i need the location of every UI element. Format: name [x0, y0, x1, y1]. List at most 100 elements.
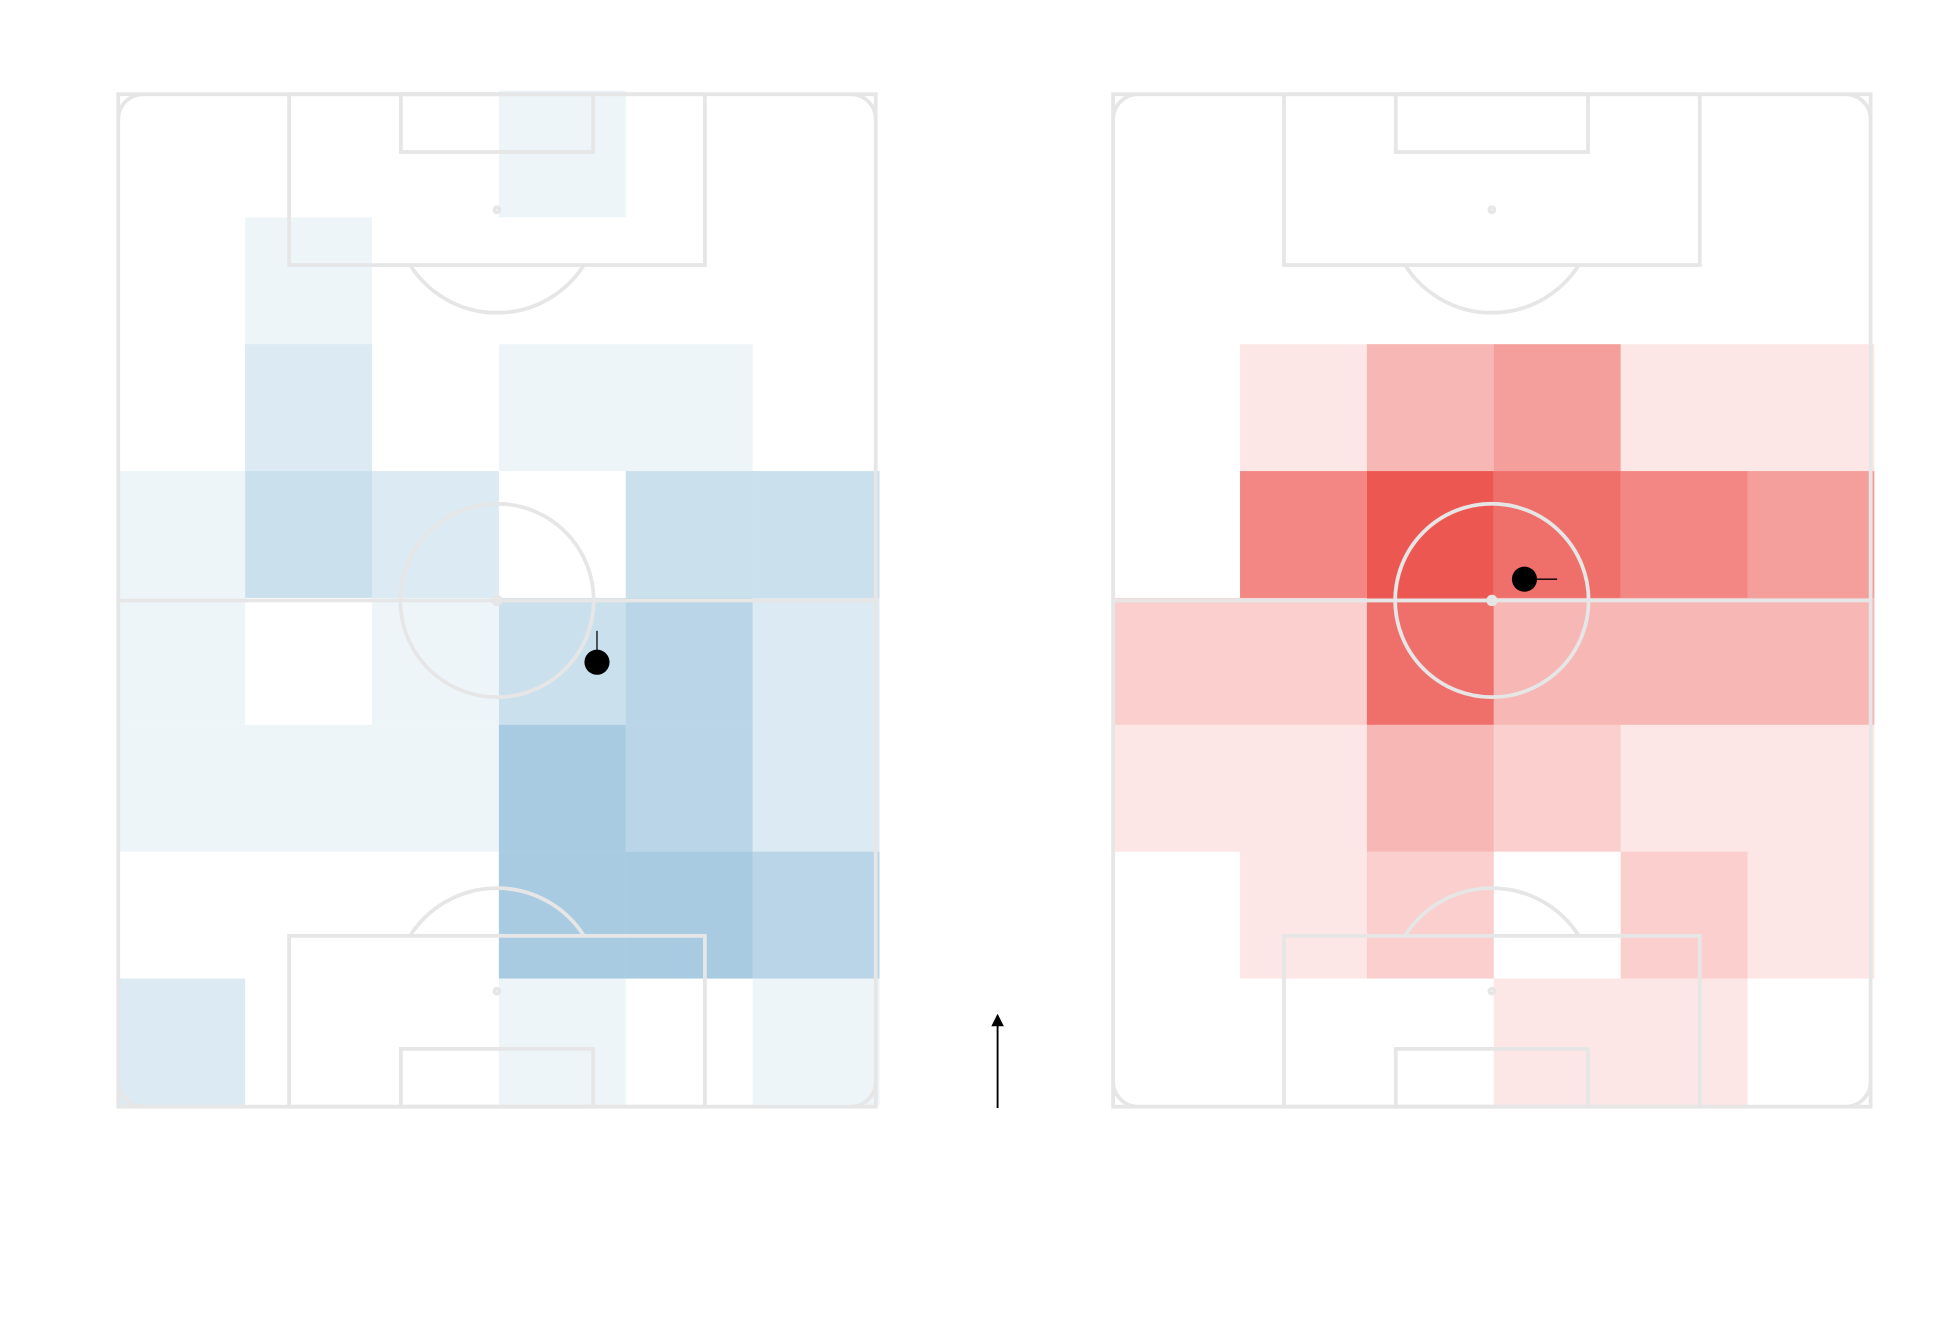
- heat-cell: [118, 978, 246, 1106]
- heat-cell: [498, 851, 626, 979]
- heat-cell: [1747, 471, 1875, 598]
- heat-cell: [1366, 597, 1494, 725]
- heat-cell: [245, 724, 373, 852]
- heat-cell: [626, 90, 753, 217]
- heat-cell: [1493, 597, 1621, 725]
- heat-cell: [1366, 851, 1494, 979]
- heat-cell: [118, 217, 245, 344]
- penalty-spot: [492, 986, 502, 996]
- penalty-arc: [408, 886, 586, 937]
- heat-cell: [1240, 471, 1367, 598]
- heat-cell: [1113, 217, 1240, 344]
- pitch-heatmap: [116, 90, 880, 1109]
- heat-cell: [498, 90, 626, 218]
- pitches: [116, 90, 1875, 1109]
- average-position: [584, 649, 610, 675]
- penalty-spot: [1487, 205, 1497, 215]
- heat-cell: [1620, 344, 1748, 472]
- heat-cell: [118, 597, 246, 725]
- heat-cell: [1620, 851, 1748, 979]
- heat-cell: [1366, 471, 1494, 598]
- heat-cell: [372, 471, 499, 598]
- penalty-arc: [408, 264, 586, 315]
- heat-cell: [372, 90, 499, 217]
- heat-cell: [1620, 724, 1748, 852]
- heat-cell: [245, 344, 373, 472]
- average-position: [1511, 566, 1538, 592]
- heat-cell: [1367, 90, 1494, 217]
- heat-cell: [1493, 344, 1621, 472]
- heat-cell: [752, 597, 880, 725]
- heat-cell: [372, 724, 499, 852]
- corner-arc: [1845, 92, 1873, 120]
- heat-cell: [499, 471, 626, 598]
- heat-cell: [1240, 344, 1367, 472]
- heat-cell: [1113, 90, 1240, 217]
- heat-cell: [118, 344, 245, 471]
- heat-cell: [118, 852, 245, 979]
- six-yard-box: [399, 92, 595, 154]
- six-yard-box: [399, 1047, 595, 1109]
- heat-cell: [753, 344, 880, 471]
- heat-cell: [245, 90, 372, 217]
- centre-spot: [1486, 594, 1498, 607]
- heat-cell: [625, 597, 753, 725]
- corner-arc: [850, 1081, 878, 1109]
- corner-arc: [1845, 1081, 1873, 1109]
- heat-cell: [1113, 724, 1241, 852]
- heat-cell: [1748, 217, 1875, 344]
- heat-cell: [1747, 344, 1875, 472]
- heat-cell: [498, 344, 626, 472]
- heat-cell: [1620, 597, 1748, 725]
- heat-cell: [1621, 90, 1748, 217]
- heat-cell: [1240, 724, 1367, 852]
- heat-cell: [625, 344, 753, 472]
- heat-cell: [245, 217, 373, 345]
- penalty-arc: [1403, 886, 1581, 937]
- centre-spot: [491, 594, 503, 607]
- heat-cell: [118, 471, 246, 598]
- corner-arc: [116, 1081, 144, 1109]
- heat-cell: [1113, 471, 1240, 598]
- six-yard-box: [1393, 1047, 1590, 1109]
- heat-cell: [1367, 217, 1494, 344]
- heat-cell: [753, 217, 880, 344]
- heat-cell: [625, 851, 753, 979]
- heat-cell: [498, 724, 626, 852]
- heat-cell: [752, 978, 880, 1106]
- heat-cell: [1748, 979, 1875, 1106]
- heat-cell: [1747, 597, 1875, 725]
- heat-cell: [626, 217, 753, 344]
- heat-cell: [1113, 344, 1240, 471]
- heat-cell: [1621, 217, 1748, 344]
- heat-cell: [1113, 852, 1240, 979]
- six-yard-box: [1393, 92, 1590, 154]
- penalty-spot: [1487, 986, 1497, 996]
- heat-cell: [625, 724, 753, 852]
- heat-cell: [245, 598, 372, 725]
- heat-cell: [1367, 979, 1494, 1106]
- heat-cell: [1366, 724, 1494, 852]
- heat-cell: [499, 217, 626, 344]
- heat-cell: [1620, 471, 1748, 598]
- heat-cell: [1748, 90, 1875, 217]
- direction-arrow: [991, 1013, 1004, 1108]
- corner-arc: [1111, 92, 1139, 120]
- heat-cell: [1494, 217, 1621, 344]
- heat-cell: [245, 471, 373, 598]
- heat-cell: [372, 344, 499, 471]
- heat-cell: [245, 979, 372, 1106]
- centre-circle: [398, 501, 596, 700]
- heat-cell: [1747, 724, 1875, 852]
- heat-cell: [118, 90, 245, 217]
- corner-arc: [1111, 1081, 1139, 1109]
- penalty-spot: [492, 205, 502, 215]
- centre-circle: [1393, 501, 1591, 700]
- heat-cell: [1240, 597, 1367, 725]
- heat-cell: [498, 978, 626, 1106]
- heat-cell: [372, 852, 499, 979]
- heat-cell: [372, 979, 499, 1106]
- heat-cell: [1240, 90, 1367, 217]
